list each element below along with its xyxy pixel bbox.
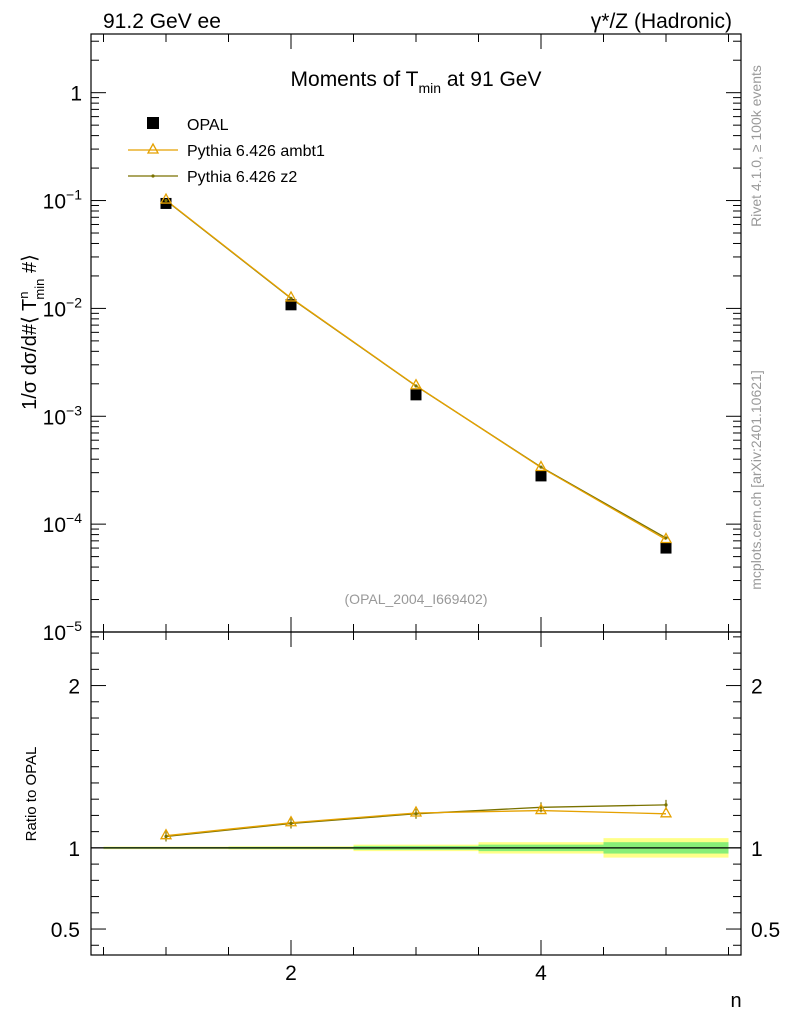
ambt1-data-point — [659, 532, 673, 544]
ratio-y-axis-label: Ratio to OPAL — [23, 747, 40, 842]
main-y-tick-label: 1 — [70, 83, 82, 106]
mcplots-label: mcplots.cern.ch [arXiv:2401.10621] — [748, 370, 764, 589]
ambt1-data-point — [159, 192, 173, 204]
main-y-tick-label: 10−2 — [43, 294, 83, 321]
ambt1-data-point — [409, 378, 423, 390]
legend-label-opal: OPAL — [187, 117, 229, 134]
opal-data-point — [660, 542, 672, 554]
header-right: γ*/Z (Hadronic) — [591, 10, 732, 33]
ratio-series-group — [159, 799, 673, 842]
opal-data-point — [285, 299, 297, 311]
z2-data-point — [664, 536, 668, 540]
main-y-tick-label: 10−4 — [43, 510, 83, 537]
x-axis-label: n — [730, 990, 741, 1012]
ratio-y-tick-label-left: 1 — [68, 838, 80, 861]
ratio-y-tick-label-right: 2 — [751, 676, 763, 699]
main-y-tick-label: 10−1 — [43, 187, 83, 214]
main-y-tick-label: 10−5 — [43, 618, 83, 645]
ambt1-ratio-point — [284, 815, 298, 827]
series-line-ambt1 — [165, 199, 667, 541]
legend-marker-opal — [147, 117, 159, 129]
header-left: 91.2 GeV ee — [103, 10, 221, 33]
ratio-plot-frame — [90, 631, 742, 956]
legend-marker-z2 — [151, 174, 155, 178]
z2-data-point — [164, 198, 168, 203]
z2-ratio-point — [289, 821, 293, 826]
ambt1-ratio-point — [659, 806, 673, 818]
main-title: Moments of Tmin at 91 GeV — [291, 68, 542, 96]
main-y-axis-label: 1/σ dσ/d#⟨ Tnmin #⟩ — [16, 254, 47, 410]
z2-ratio-point — [164, 834, 168, 839]
rivet-version-label: Rivet 4.1.0, ≥ 100k events — [748, 65, 764, 227]
ratio-y-tick-label-right: 0.5 — [751, 919, 780, 942]
z2-data-point — [539, 465, 543, 469]
main-y-tick-label: 10−3 — [43, 402, 83, 429]
legend-label-ambt1: Pythia 6.426 ambt1 — [187, 143, 325, 160]
main-axis-ticks: 1 10−1 10−2 10−3 10−4 10−5 — [43, 34, 741, 645]
z2-data-point — [289, 296, 293, 300]
legend-label-z2: Pythia 6.426 z2 — [187, 169, 297, 186]
x-tick-label: 4 — [535, 962, 547, 985]
z2-ratio-point — [414, 812, 418, 816]
x-tick-label: 2 — [285, 962, 297, 985]
legend: OPAL Pythia 6.426 ambt1 Pythia 6.426 z2 — [128, 117, 325, 186]
legend-marker-ambt1 — [146, 142, 160, 154]
ambt1-ratio-point — [159, 828, 173, 840]
z2-ratio-point — [664, 803, 668, 807]
analysis-label: (OPAL_2004_I669402) — [345, 591, 488, 607]
ratio-y-tick-label-right: 1 — [751, 838, 763, 861]
ambt1-ratio-point — [534, 803, 548, 815]
opal-data-point — [535, 470, 547, 482]
ratio-y-tick-label-left: 2 — [68, 676, 80, 699]
opal-data-point — [410, 389, 422, 401]
ambt1-ratio-point — [409, 805, 423, 817]
z2-data-point — [414, 384, 418, 388]
ambt1-data-point — [284, 290, 298, 302]
main-series-group — [159, 192, 673, 554]
ratio-y-tick-label-left: 0.5 — [51, 919, 80, 942]
series-line-z2 — [165, 200, 667, 539]
ambt1-data-point — [534, 460, 548, 472]
ratio-reference-band — [91, 838, 741, 858]
